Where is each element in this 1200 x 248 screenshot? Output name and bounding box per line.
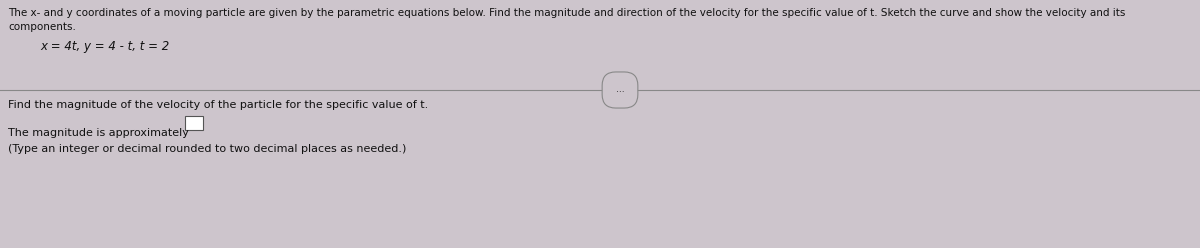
Text: ...: ... bbox=[616, 86, 624, 94]
Text: Find the magnitude of the velocity of the particle for the specific value of t.: Find the magnitude of the velocity of th… bbox=[8, 100, 428, 110]
Text: (Type an integer or decimal rounded to two decimal places as needed.): (Type an integer or decimal rounded to t… bbox=[8, 144, 407, 154]
Text: The magnitude is approximately: The magnitude is approximately bbox=[8, 128, 188, 138]
Text: The x- and y coordinates of a moving particle are given by the parametric equati: The x- and y coordinates of a moving par… bbox=[8, 8, 1126, 18]
Text: x = 4t, y = 4 - t, t = 2: x = 4t, y = 4 - t, t = 2 bbox=[40, 40, 169, 53]
Bar bbox=[185, 116, 203, 130]
Text: components.: components. bbox=[8, 22, 76, 32]
